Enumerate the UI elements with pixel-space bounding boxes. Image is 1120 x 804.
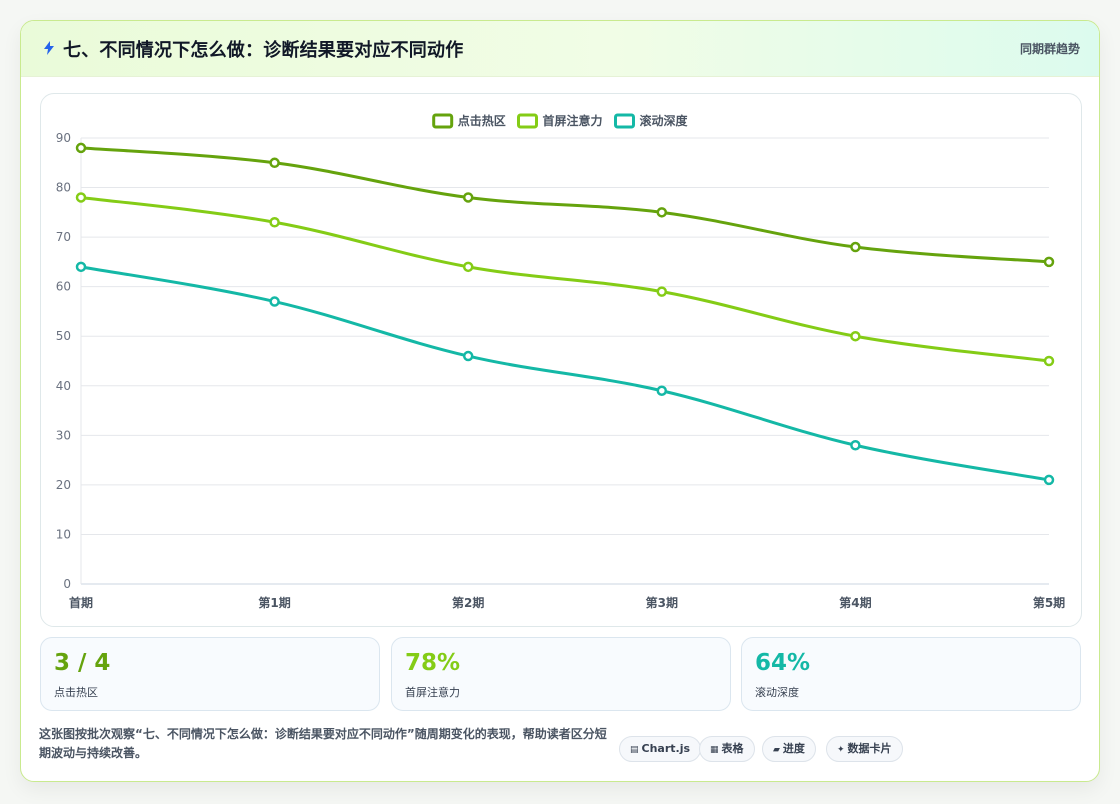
legend-label: 滚动深度 [640,113,689,128]
data-point [1043,355,1055,367]
stat-label: 首屏注意力 [405,686,460,699]
stat-card-3: 64% 滚动深度 [741,637,1081,711]
data-point [75,142,87,154]
data-point [75,192,87,203]
chip-chartjs[interactable]: ▤ Chart.js [619,736,702,762]
series-line-2 [79,195,1051,363]
data-point [1043,474,1055,486]
y-tick-label: 90 [56,131,71,145]
report-card: 七、不同情况下怎么做：诊断结果要对应不同动作 同期群趋势 0 10 20 30 40 50… [20,20,1100,782]
data-point [269,216,280,228]
chip-label: Chart.js [641,742,691,755]
legend-swatch [614,113,635,129]
progress-icon: ▰ [773,745,780,755]
data-point [656,385,668,396]
data-point [462,192,474,203]
y-tick-label: 10 [56,527,71,541]
card-header: 七、不同情况下怎么做：诊断结果要对应不同动作 同期群趋势 [21,21,1099,77]
stat-card-2: 78% 首屏注意力 [391,637,731,711]
data-point [462,350,474,362]
series-line-3 [79,265,1051,482]
data-point [462,261,474,273]
data-point [850,241,861,253]
y-tick-label: 30 [56,428,71,442]
data-point [269,296,280,307]
lightning-icon [44,41,54,55]
y-tick-label: 60 [56,280,71,294]
data-point [850,330,861,342]
y-tick-label: 40 [56,379,71,393]
stat-label: 滚动深度 [755,686,799,699]
series-line-1 [79,146,1051,264]
x-tick-label: 第5期 [1033,595,1065,610]
stat-value: 3 / 4 [54,650,111,676]
data-point [1043,256,1055,268]
stat-value: 64% [755,650,811,676]
chip-label: 数据卡片 [847,742,892,755]
chip-progress[interactable]: ▰ 进度 [762,736,816,762]
legend-label: 点击热区 [458,113,506,128]
data-point [656,286,668,297]
legend-label: 首屏注意力 [543,113,603,128]
legend-swatch [517,113,538,129]
data-point [656,207,668,218]
data-point [269,157,280,169]
y-tick-label: 20 [56,478,71,492]
chart-description: 这张图按批次观察“七、不同情况下怎么做：诊断结果要对应不同动作”随周期变化的表现… [39,727,607,760]
chip-table[interactable]: ▦ 表格 [699,736,755,762]
sparkle-icon: ✦ [837,745,845,755]
y-tick-label: 0 [63,577,71,591]
y-tick-label: 80 [56,181,71,195]
legend-swatch [432,113,454,129]
x-tick-label: 第4期 [839,595,871,610]
chart-icon: ▤ [630,745,639,755]
data-point [75,261,87,273]
x-tick-label: 首期 [69,595,93,610]
chip-label: 进度 [782,742,805,755]
stat-value: 78% [405,650,461,676]
chip-label: 表格 [721,742,744,755]
x-tick-label: 第3期 [646,595,678,610]
chip-data-cards[interactable]: ✦ 数据卡片 [826,736,903,762]
stat-card-1: 3 / 4 点击热区 [40,637,380,711]
x-tick-label: 第1期 [258,595,290,610]
line-chart: 0 10 20 30 40 50 60 70 80 90 首期 第1期 第2期 第3期 第4期 第5期 点击热区… [56,113,1065,610]
x-tick-label: 第2期 [452,595,484,610]
header-tag: 同期群趋势 [1019,42,1080,56]
page-title: 七、不同情况下怎么做：诊断结果要对应不同动作 [63,40,464,61]
y-tick-label: 50 [56,329,71,343]
chart-panel: 0 10 20 30 40 50 60 70 80 90 首期 第1期 第2期 第3期 第4期 第5期 点击热区… [40,93,1082,627]
y-tick-label: 70 [56,230,71,244]
table-icon: ▦ [710,745,719,755]
data-point [850,439,861,451]
stat-label: 点击热区 [54,686,98,699]
